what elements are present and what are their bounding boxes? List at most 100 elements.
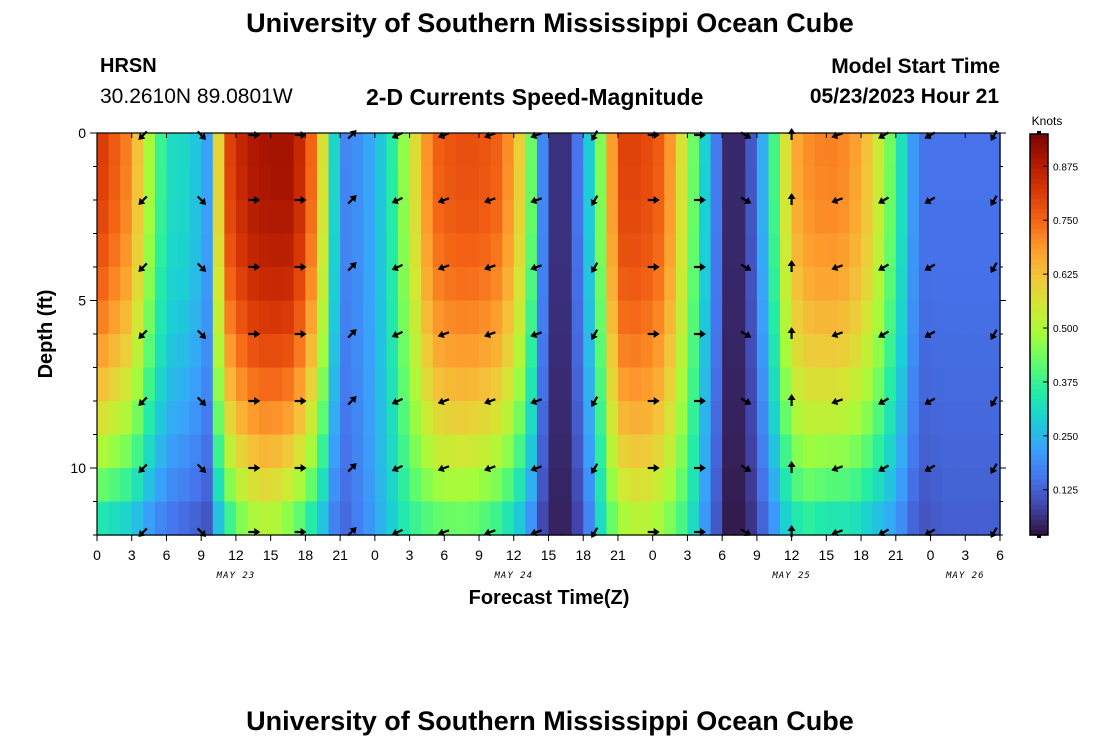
heatmap-cell xyxy=(768,233,781,268)
heatmap-cell xyxy=(722,334,735,369)
arrow-head xyxy=(700,196,706,204)
heatmap-cell xyxy=(444,233,457,268)
heatmap-cell xyxy=(548,267,561,302)
heatmap-cell xyxy=(687,166,700,201)
heatmap-cell xyxy=(235,267,249,302)
arrow-head xyxy=(530,464,538,473)
heatmap-cell xyxy=(235,334,249,369)
heatmap-cell xyxy=(745,200,758,235)
arrow-head xyxy=(878,398,886,405)
heatmap-cell xyxy=(189,401,202,436)
heatmap-cell xyxy=(455,166,469,201)
arrow-head xyxy=(349,527,357,535)
arrow-head xyxy=(254,263,261,271)
heatmap-cell xyxy=(710,133,723,168)
heatmap-cell xyxy=(120,501,133,536)
colorbar-band xyxy=(1030,359,1048,366)
current-vector-arrow xyxy=(391,528,403,537)
current-vector-arrow xyxy=(831,397,843,406)
arrow-head xyxy=(300,397,307,405)
heatmap-cell xyxy=(814,133,828,168)
heatmap-cell xyxy=(467,501,480,536)
arrow-head xyxy=(437,196,445,205)
heatmap-cell xyxy=(826,233,839,268)
heatmap-cell xyxy=(212,200,226,235)
colorbar-band xyxy=(1030,139,1048,145)
heatmap-cell xyxy=(641,200,654,235)
heatmap-cell xyxy=(861,300,874,335)
heatmap-cell xyxy=(976,200,990,235)
x-tick-label: 21 xyxy=(332,547,348,563)
heatmap-cell xyxy=(548,133,561,168)
colorbar-band xyxy=(1030,364,1048,371)
current-vectors xyxy=(138,128,998,539)
heatmap-cell xyxy=(259,501,272,536)
heatmap-cell xyxy=(756,133,770,168)
arrow-head xyxy=(590,466,598,475)
heatmap-cell xyxy=(189,166,202,201)
arrow-head xyxy=(878,197,886,204)
x-tick-label: 6 xyxy=(718,547,726,563)
heatmap-cell xyxy=(316,200,330,235)
heatmap-cell xyxy=(687,401,700,436)
arrow-head xyxy=(924,264,932,271)
heatmap-cell xyxy=(409,300,422,335)
heatmap-cell xyxy=(316,401,330,436)
heatmap-cell xyxy=(664,267,677,302)
heatmap-cell xyxy=(108,267,121,302)
heatmap-cell xyxy=(641,300,654,335)
current-vector-arrow xyxy=(437,528,450,537)
heatmap-cell xyxy=(97,434,110,469)
heatmap-cell xyxy=(120,334,133,369)
heatmap-cell xyxy=(363,200,376,235)
current-vector-arrow xyxy=(530,330,542,339)
arrow-head xyxy=(349,262,357,270)
heatmap-cell xyxy=(363,133,376,168)
heatmap-cell xyxy=(351,233,364,268)
heatmap-cell xyxy=(664,401,677,436)
heatmap-cell xyxy=(606,334,619,369)
arrow-head xyxy=(484,131,492,140)
heatmap-cell xyxy=(907,267,920,302)
heatmap-cell xyxy=(490,501,503,536)
heatmap-cell xyxy=(351,133,364,168)
colorbar-band xyxy=(1030,214,1048,220)
heatmap-cell xyxy=(502,501,515,536)
heatmap-cell xyxy=(224,200,237,235)
heatmap-cell xyxy=(560,233,573,268)
heatmap-cell xyxy=(930,468,943,503)
current-vector-arrow xyxy=(294,528,307,536)
heatmap-cell xyxy=(421,434,434,469)
x-tick-label: 21 xyxy=(610,547,626,563)
colorbar-band xyxy=(1030,259,1048,265)
heatmap-cell xyxy=(166,501,179,536)
heatmap-cell xyxy=(791,501,804,536)
heatmap-cell xyxy=(699,401,712,436)
heatmap-cell xyxy=(756,501,770,536)
heatmap-cell xyxy=(421,300,434,335)
arrow-head xyxy=(700,263,706,271)
heatmap-cell xyxy=(652,401,665,436)
heatmap-cell xyxy=(826,133,839,168)
heatmap-cell xyxy=(675,166,689,201)
current-vector-arrow xyxy=(196,329,207,339)
heatmap-cell xyxy=(895,300,909,335)
heatmap-cell xyxy=(525,166,538,201)
heatmap-cell xyxy=(490,233,503,268)
heatmap-cell xyxy=(178,200,191,235)
heatmap-cell xyxy=(722,468,735,503)
heatmap-cell xyxy=(768,200,781,235)
heatmap-cell xyxy=(594,267,608,302)
heatmap-cell xyxy=(791,367,804,402)
heatmap-cell xyxy=(803,267,816,302)
heatmap-cell xyxy=(872,501,885,536)
current-vector-arrow xyxy=(878,464,890,472)
heatmap-cell xyxy=(328,367,341,402)
heatmap-cell xyxy=(780,434,793,469)
heatmap-cell xyxy=(884,367,897,402)
heatmap-cell xyxy=(606,367,619,402)
heatmap-cell xyxy=(409,334,422,369)
arrow-head xyxy=(437,131,445,140)
heatmap-cell xyxy=(826,367,839,402)
heatmap-cell xyxy=(756,200,770,235)
